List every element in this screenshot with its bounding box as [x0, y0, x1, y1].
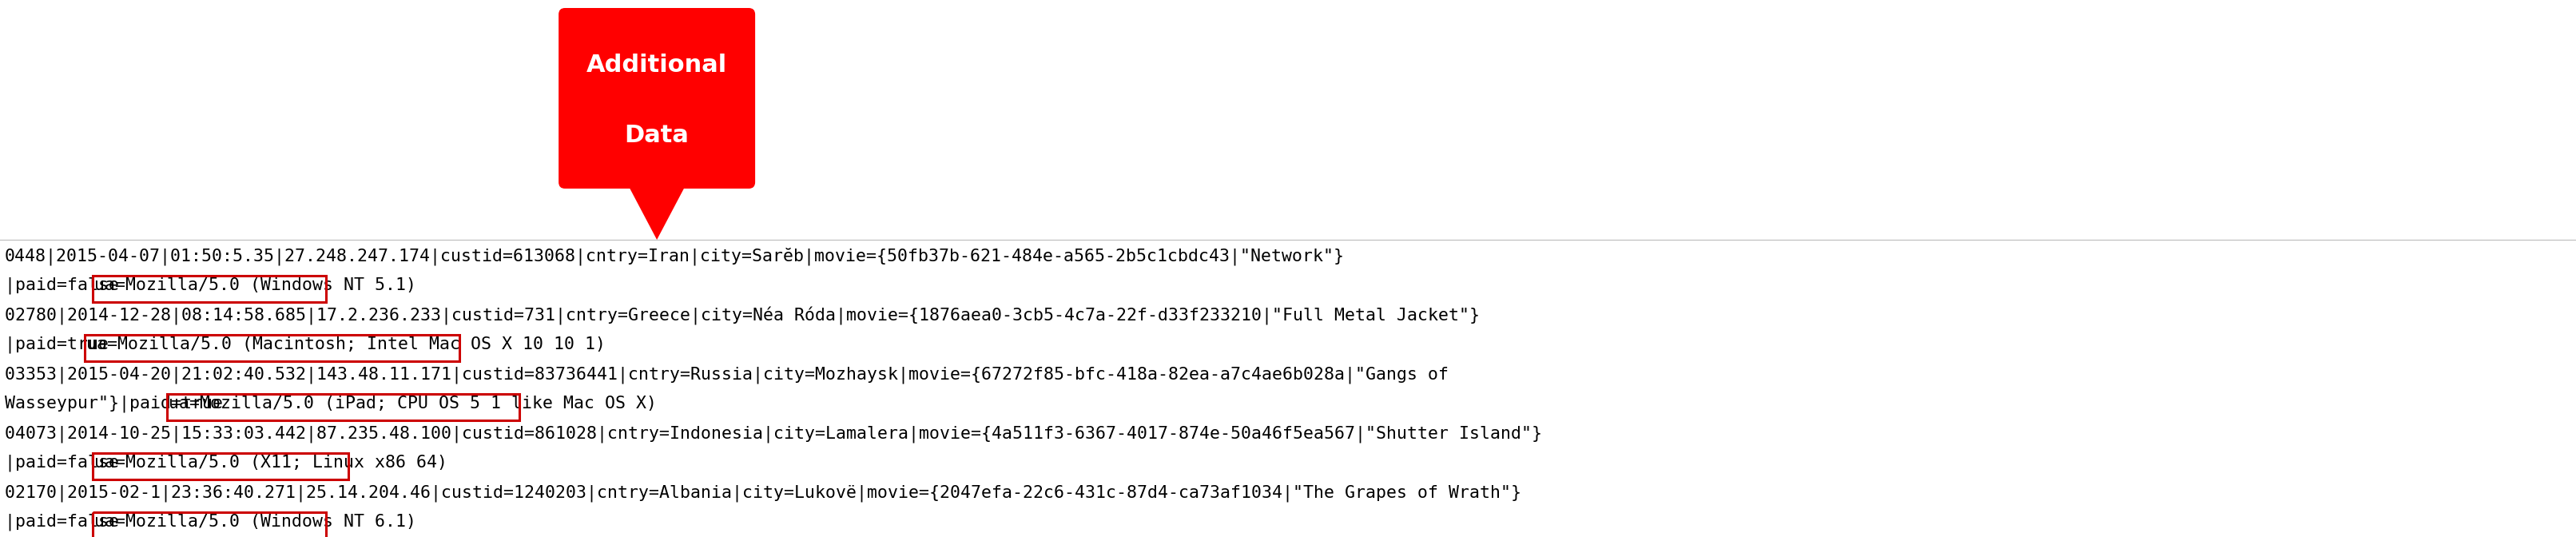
Text: Additional: Additional — [587, 53, 726, 76]
Text: ua=Mozilla/5.0 (Windows NT 5.1): ua=Mozilla/5.0 (Windows NT 5.1) — [93, 277, 415, 293]
Text: 02780|2014-12-28|08:14:58.685|17.2.236.233|custid=731|cntry=Greece|city=Néa Róda: 02780|2014-12-28|08:14:58.685|17.2.236.2… — [5, 307, 1479, 325]
Text: 03353|2015-04-20|21:02:40.532|143.48.11.171|custid=83736441|cntry=Russia|city=Mo: 03353|2015-04-20|21:02:40.532|143.48.11.… — [5, 366, 1448, 383]
FancyBboxPatch shape — [559, 8, 755, 188]
Text: 04073|2014-10-25|15:33:03.442|87.235.48.100|custid=861028|cntry=Indonesia|city=L: 04073|2014-10-25|15:33:03.442|87.235.48.… — [5, 425, 1543, 442]
Text: 0448|2015-04-07|01:50:5.35|27.248.247.174|custid=613068|cntry=Iran|city=Sarĕb|mo: 0448|2015-04-07|01:50:5.35|27.248.247.17… — [5, 248, 1345, 266]
Text: |paid=false: |paid=false — [5, 277, 129, 294]
Text: ua=Mozilla/5.0 (Macintosh; Intel Mac OS X 10 10 1): ua=Mozilla/5.0 (Macintosh; Intel Mac OS … — [88, 336, 605, 352]
Text: Wasseypur"}|paid=true: Wasseypur"}|paid=true — [5, 396, 234, 413]
Polygon shape — [626, 182, 688, 240]
Text: ua=Mozilla/5.0 (Windows NT 6.1): ua=Mozilla/5.0 (Windows NT 6.1) — [93, 514, 415, 530]
Text: |paid=false: |paid=false — [5, 514, 129, 531]
Text: 02170|2015-02-1|23:36:40.271|25.14.204.46|custid=1240203|cntry=Albania|city=Luko: 02170|2015-02-1|23:36:40.271|25.14.204.4… — [5, 484, 1522, 502]
Text: |paid=true: |paid=true — [5, 336, 118, 353]
Text: |paid=false: |paid=false — [5, 455, 129, 472]
Text: Data: Data — [623, 124, 690, 147]
Text: ua=Mozilla/5.0 (iPad; CPU OS 5 1 like Mac OS X): ua=Mozilla/5.0 (iPad; CPU OS 5 1 like Ma… — [167, 396, 657, 411]
Text: ua=Mozilla/5.0 (X11; Linux x86 64): ua=Mozilla/5.0 (X11; Linux x86 64) — [93, 455, 448, 470]
